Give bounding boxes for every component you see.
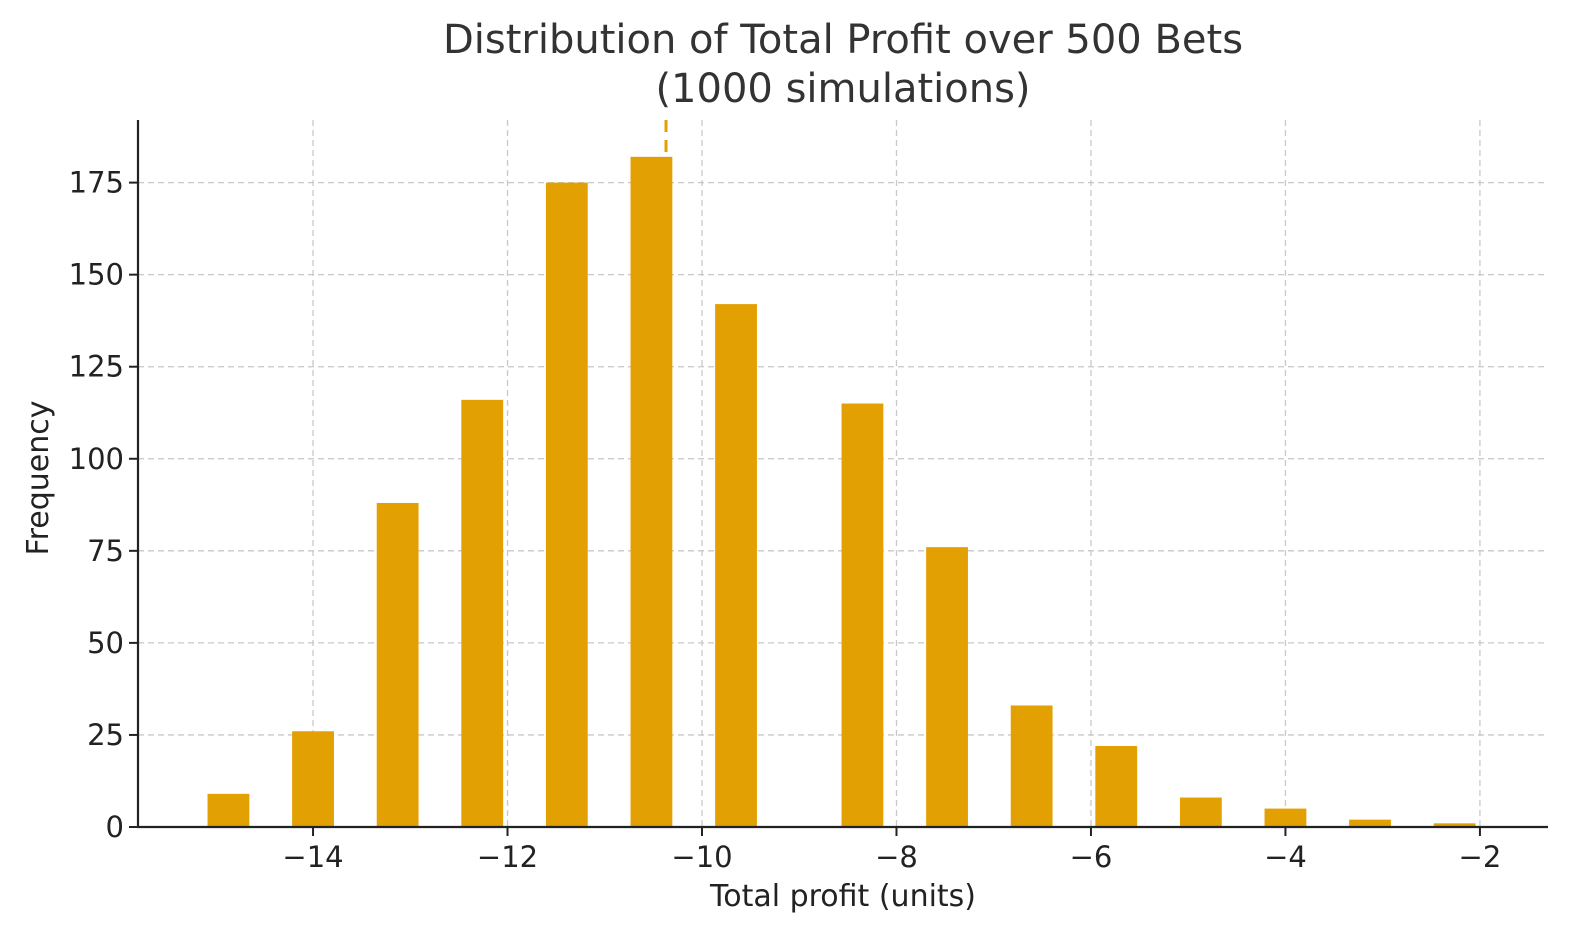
- histogram-bar: [1264, 808, 1307, 827]
- y-tick-label: 175: [69, 166, 124, 200]
- histogram-bar: [1095, 745, 1138, 827]
- y-tick-label: 0: [106, 810, 124, 844]
- y-tick-label: 50: [87, 626, 124, 660]
- histogram-bar: [1433, 823, 1476, 827]
- x-axis-label: Total profit (units): [709, 879, 976, 914]
- chart-subtitle: (1000 simulations): [655, 66, 1030, 112]
- x-tick-label: −8: [875, 840, 918, 874]
- histogram-bar: [1179, 797, 1222, 827]
- y-tick-label: 125: [69, 350, 124, 384]
- x-tick-label: −14: [282, 840, 343, 874]
- histogram-bar: [926, 547, 968, 827]
- histogram-bar: [841, 403, 884, 827]
- histogram-bar: [461, 399, 504, 827]
- histogram-bar: [1349, 819, 1391, 827]
- histogram-bar: [207, 793, 250, 827]
- tick-labels: −14 −12 −10 −8 −6 −4 −2 0 25 50 75 100 125 150 175: [69, 166, 1502, 874]
- y-tick-label: 25: [87, 718, 124, 752]
- histogram-bar: [292, 731, 334, 827]
- y-tick-label: 100: [69, 442, 124, 476]
- x-tick-label: −4: [1264, 840, 1307, 874]
- x-tick-label: −12: [477, 840, 538, 874]
- y-axis-label: Frequency: [21, 401, 56, 556]
- histogram-bar: [376, 502, 419, 827]
- y-tick-label: 150: [69, 258, 124, 292]
- axes: [136, 120, 1548, 829]
- histogram-bars: [207, 156, 1476, 828]
- histogram-bar: [545, 182, 588, 828]
- chart-title: Distribution of Total Profit over 500 Be…: [443, 17, 1243, 63]
- x-tick-label: −2: [1459, 840, 1502, 874]
- histogram-bar: [1010, 705, 1053, 827]
- y-tick-label: 75: [87, 534, 124, 568]
- x-tick-label: −10: [671, 840, 732, 874]
- histogram-bar: [715, 304, 757, 827]
- grid-lines: [138, 120, 1548, 827]
- x-tick-label: −6: [1070, 840, 1113, 874]
